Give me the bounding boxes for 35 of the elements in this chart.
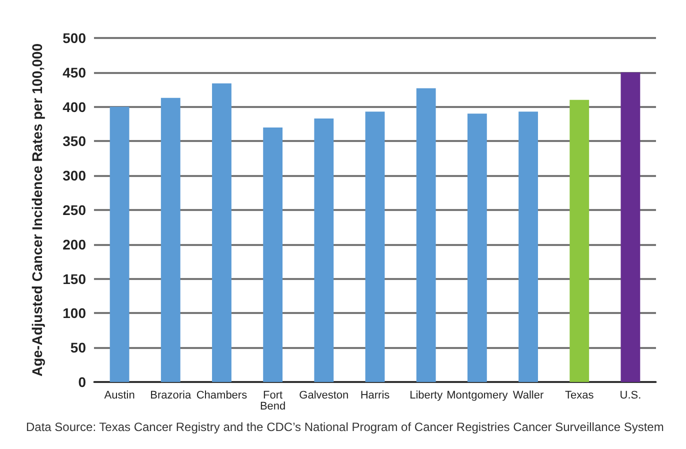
bar: [263, 127, 283, 382]
x-tick-label: Chambers: [196, 390, 248, 402]
x-tick-label: Texas: [564, 390, 594, 402]
y-tick-label: 500: [62, 30, 86, 46]
y-tick-label: 50: [70, 340, 86, 356]
y-tick-label: 200: [62, 236, 86, 252]
y-tick-label: 450: [62, 64, 86, 80]
x-tick-label: U.S.: [620, 390, 642, 402]
x-tick-label: Liberty: [410, 390, 444, 402]
x-tick-label: Fort Bend: [260, 390, 286, 412]
x-tick-label: Waller: [512, 390, 544, 402]
y-tick-label: 150: [62, 270, 86, 287]
x-tick-label: Harris: [360, 390, 390, 402]
bar: [110, 106, 130, 382]
bar: [212, 83, 232, 382]
bar: [160, 98, 180, 382]
y-tick-label: 0: [78, 374, 86, 390]
bar: [518, 112, 538, 382]
y-axis-title: Age-Adjusted Cancer Incidence Rates per 100,000: [29, 43, 45, 377]
bar: [570, 100, 590, 382]
bar: [365, 112, 385, 382]
y-tick-label: 350: [62, 133, 86, 150]
y-tick-label: 300: [62, 168, 86, 184]
x-tick-label: Galveston: [299, 390, 349, 402]
x-tick-label: Austin: [104, 390, 135, 402]
y-tick-label: 100: [62, 305, 86, 322]
y-tick-label: 250: [62, 202, 86, 218]
x-tick-label: Montgomery: [446, 390, 508, 402]
x-tick-label: Brazoria: [150, 390, 192, 402]
bar: [620, 72, 640, 382]
bar: [416, 88, 436, 382]
y-tick-label: 400: [62, 98, 86, 115]
bar: [314, 118, 334, 382]
source-note: Data Source: Texas Cancer Registry and the CDC’s National Program of Cancer Registries Cancer Surveillance System: [26, 420, 664, 434]
bar: [467, 114, 487, 382]
